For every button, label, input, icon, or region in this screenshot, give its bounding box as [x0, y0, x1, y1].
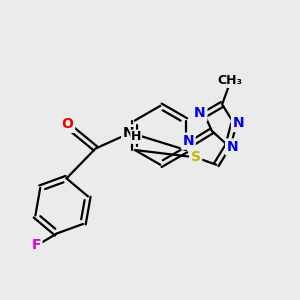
Text: H: H [131, 130, 141, 143]
Text: N: N [226, 140, 238, 154]
Text: F: F [32, 238, 41, 252]
Text: S: S [190, 150, 201, 164]
Text: N: N [182, 134, 194, 148]
Text: O: O [61, 117, 74, 131]
Text: CH₃: CH₃ [217, 74, 242, 87]
Text: N: N [194, 106, 206, 120]
Text: N: N [123, 126, 134, 140]
Text: N: N [232, 116, 244, 130]
